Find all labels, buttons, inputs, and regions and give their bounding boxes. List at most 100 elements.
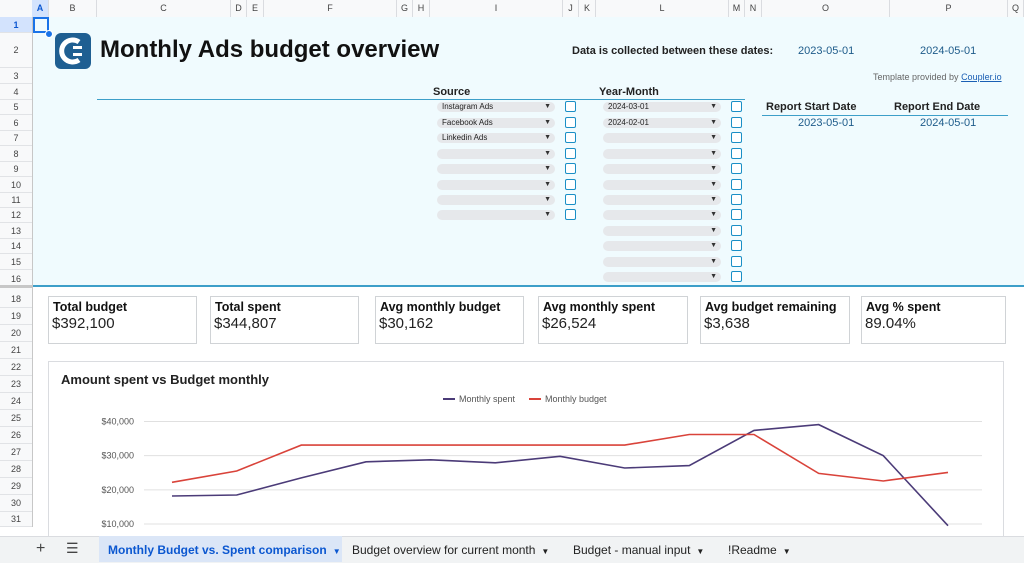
source-dropdown[interactable]: ▼ [437,210,555,220]
row-header[interactable]: 27 [0,444,32,461]
row-header[interactable]: 29 [0,478,32,495]
year-month-dropdown[interactable]: ▼ [603,210,721,220]
year-month-dropdown[interactable]: ▼ [603,164,721,174]
year-month-dropdown[interactable]: 2024-02-01 ▼ [603,118,721,128]
year-month-checkbox[interactable] [731,179,742,190]
year-month-dropdown[interactable]: ▼ [603,272,721,282]
row-header[interactable]: 3 [0,68,32,84]
row-header[interactable]: 19 [0,308,32,325]
year-month-checkbox[interactable] [731,271,742,282]
year-month-checkbox[interactable] [731,148,742,159]
year-month-dropdown[interactable]: ▼ [603,149,721,159]
column-header-m[interactable]: M [729,0,745,17]
row-header[interactable]: 20 [0,325,32,342]
row-header[interactable]: 16 [0,270,32,288]
source-dropdown[interactable]: ▼ [437,180,555,190]
source-checkbox[interactable] [565,163,576,174]
column-header-j[interactable]: J [563,0,579,17]
column-header-a[interactable]: A [32,0,49,17]
row-header[interactable]: 28 [0,461,32,478]
row-header[interactable]: 2 [0,33,32,68]
row-header[interactable]: 8 [0,146,32,162]
year-month-checkbox[interactable] [731,209,742,220]
column-header-d[interactable]: D [231,0,247,17]
row-header[interactable]: 22 [0,359,32,376]
selected-cell[interactable] [33,17,49,33]
column-header-n[interactable]: N [745,0,762,17]
row-header[interactable]: 21 [0,342,32,359]
source-checkbox[interactable] [565,209,576,220]
year-month-checkbox[interactable] [731,101,742,112]
row-header[interactable]: 6 [0,115,32,131]
column-header-f[interactable]: F [264,0,397,17]
source-dropdown[interactable]: Linkedin Ads ▼ [437,133,555,143]
row-header[interactable]: 30 [0,495,32,512]
source-checkbox[interactable] [565,117,576,128]
source-dropdown[interactable]: Facebook Ads ▼ [437,118,555,128]
source-checkbox[interactable] [565,179,576,190]
year-month-dropdown[interactable]: ▼ [603,257,721,267]
filter-divider-line [97,99,745,100]
row-header[interactable]: 12 [0,208,32,223]
row-header[interactable]: 23 [0,376,32,393]
year-month-checkbox[interactable] [731,132,742,143]
year-month-checkbox[interactable] [731,163,742,174]
row-header[interactable]: 7 [0,131,32,146]
year-month-checkbox[interactable] [731,194,742,205]
column-header-i[interactable]: I [430,0,563,17]
year-month-dropdown[interactable]: ▼ [603,133,721,143]
year-month-checkbox[interactable] [731,256,742,267]
source-checkbox[interactable] [565,194,576,205]
source-checkbox[interactable] [565,101,576,112]
column-header-p[interactable]: P [890,0,1008,17]
row-header[interactable]: 26 [0,427,32,444]
coupler-link[interactable]: Coupler.io [961,72,1002,82]
row-header[interactable]: 13 [0,223,32,239]
year-month-dropdown[interactable]: ▼ [603,180,721,190]
source-dropdown[interactable]: Instagram Ads ▼ [437,102,555,112]
year-month-checkbox[interactable] [731,117,742,128]
line-chart[interactable]: Monthly spent Monthly budget $40,000 $30,… [48,388,1004,536]
row-header[interactable]: 5 [0,100,32,115]
row-header[interactable]: 25 [0,410,32,427]
all-sheets-button[interactable]: ☰ [66,540,79,557]
column-header-c[interactable]: C [97,0,231,17]
source-dropdown[interactable]: ▼ [437,149,555,159]
row-header[interactable]: 9 [0,162,32,177]
source-checkbox[interactable] [565,132,576,143]
column-header-h[interactable]: H [413,0,430,17]
row-header[interactable]: 11 [0,193,32,208]
row-header[interactable]: 18 [0,291,32,308]
row-header[interactable]: 14 [0,239,32,254]
tab-readme[interactable]: !Readme ▼ [719,536,797,562]
chart-container[interactable] [48,361,1004,536]
tab-budget-overview-current-month[interactable]: Budget overview for current month ▼ [343,536,564,562]
column-header-e[interactable]: E [247,0,264,17]
column-header-b[interactable]: B [49,0,97,17]
row-header[interactable]: 4 [0,84,32,100]
source-checkbox[interactable] [565,148,576,159]
source-dropdown[interactable]: ▼ [437,195,555,205]
source-dropdown[interactable]: ▼ [437,164,555,174]
chevron-down-icon: ▼ [710,150,717,157]
tab-monthly-budget-vs-spent[interactable]: Monthly Budget vs. Spent comparison ▼ [99,536,342,562]
add-sheet-button[interactable]: + [36,540,45,558]
row-header[interactable]: 31 [0,512,32,527]
tab-budget-manual-input[interactable]: Budget - manual input ▼ [564,536,719,562]
row-header[interactable]: 15 [0,254,32,270]
year-month-dropdown[interactable]: ▼ [603,195,721,205]
column-header-g[interactable]: G [397,0,413,17]
fill-handle[interactable] [45,30,53,38]
year-month-dropdown[interactable]: 2024-03-01 ▼ [603,102,721,112]
row-header[interactable]: 1 [0,17,32,33]
column-header-o[interactable]: O [762,0,890,17]
year-month-checkbox[interactable] [731,240,742,251]
year-month-dropdown[interactable]: ▼ [603,226,721,236]
column-header-l[interactable]: L [596,0,729,17]
column-header-q[interactable]: Q [1008,0,1024,17]
year-month-checkbox[interactable] [731,225,742,236]
year-month-dropdown[interactable]: ▼ [603,241,721,251]
row-header[interactable]: 10 [0,177,32,193]
row-header[interactable]: 24 [0,393,32,410]
column-header-k[interactable]: K [579,0,596,17]
